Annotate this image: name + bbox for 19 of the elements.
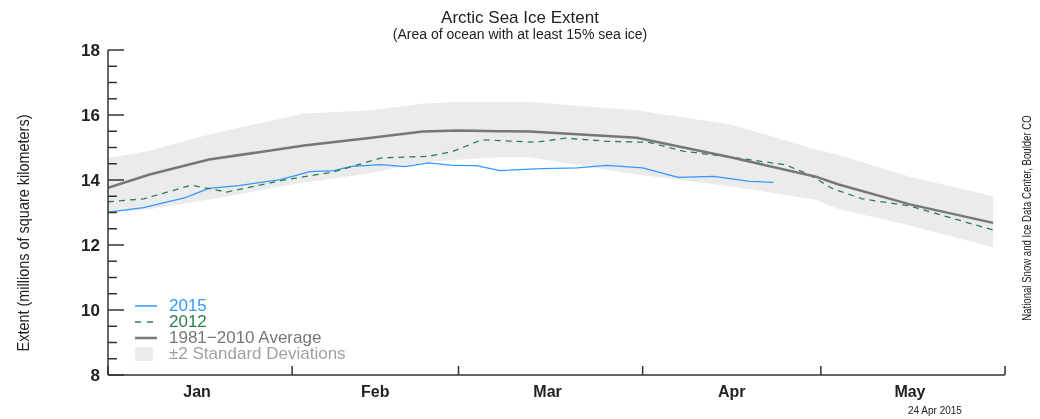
y-tick-label: 14 (81, 170, 101, 190)
y-tick-label: 8 (90, 365, 100, 385)
y-tick-label: 12 (81, 235, 100, 255)
x-tick-label: May (894, 383, 926, 400)
y-tick-label: 10 (81, 300, 100, 320)
legend-label: 2015 (169, 296, 207, 315)
legend-label: 1981−2010 Average (169, 328, 322, 347)
text: National Snow and Ice Data Center, Boulder CO (1020, 115, 1034, 321)
y-axis-title: Extent (millions of square kilometers) (14, 114, 34, 352)
x-tick-label: Mar (533, 383, 562, 400)
x-tick-label: Apr (717, 383, 746, 400)
chart-title: Arctic Sea Ice Extent (440, 8, 600, 28)
y-tick-label: 16 (81, 105, 100, 125)
legend-label: 2012 (169, 312, 207, 331)
chart-subtitle: (Area of ocean with at least 15% sea ice) (391, 26, 649, 42)
text: 24 Apr 2015 (908, 405, 962, 416)
y-tick-label: 18 (81, 40, 100, 60)
x-tick-label: Jan (183, 383, 211, 400)
x-tick-label: Feb (361, 383, 390, 400)
